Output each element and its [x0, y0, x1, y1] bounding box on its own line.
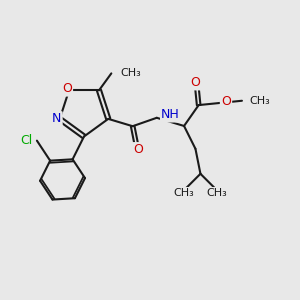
Text: Cl: Cl: [20, 134, 32, 147]
Text: CH₃: CH₃: [120, 68, 141, 78]
Text: O: O: [134, 143, 143, 156]
Text: O: O: [62, 82, 72, 95]
Text: CH₃: CH₃: [174, 188, 194, 198]
Text: N: N: [52, 112, 62, 125]
Text: CH₃: CH₃: [206, 188, 227, 198]
Text: O: O: [221, 95, 231, 108]
Text: CH₃: CH₃: [250, 96, 270, 106]
Text: NH: NH: [161, 108, 180, 121]
Text: O: O: [190, 76, 200, 89]
